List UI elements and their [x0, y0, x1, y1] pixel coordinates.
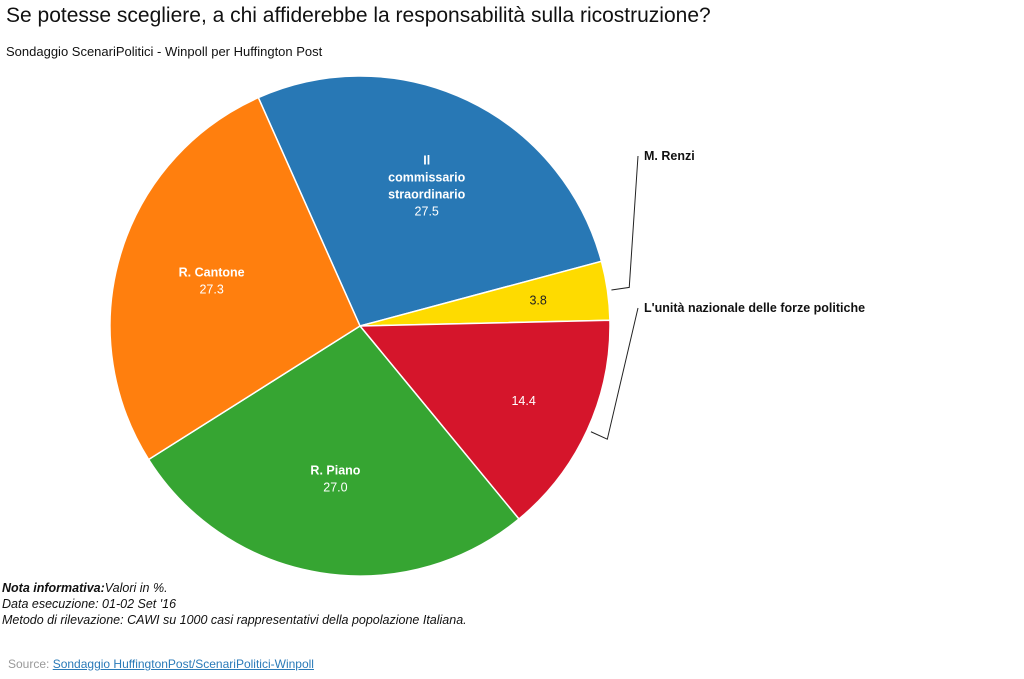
- notes-line-3: Metodo di rilevazione: CAWI su 1000 casi…: [2, 613, 467, 627]
- leader-line: [590, 307, 639, 440]
- pie-slice: [358, 319, 611, 521]
- pie-slice: [257, 75, 603, 327]
- slice-value-label: 27.3: [199, 283, 223, 297]
- notes-label: Nota informativa:: [2, 581, 105, 595]
- notes-line-1: Nota informativa:Valori in %.: [2, 580, 467, 596]
- slice-value-label: 27.0: [323, 481, 347, 495]
- leader-line: [611, 155, 639, 291]
- chart-notes: Nota informativa:Valori in %. Data esecu…: [2, 580, 467, 628]
- slice-category-label: R. Piano: [310, 464, 360, 478]
- slice-category-label: R. Cantone: [179, 266, 245, 280]
- slice-category-label: M. Renzi: [644, 149, 695, 163]
- slice-value-label: 14.4: [511, 394, 535, 408]
- source-prefix: Source:: [8, 657, 53, 671]
- slice-category-label: L'unità nazionale delle forze politiche: [644, 301, 865, 315]
- notes-line-2: Data esecuzione: 01-02 Set '16: [2, 597, 177, 611]
- chart-subtitle: Sondaggio ScenariPolitici - Winpoll per …: [6, 44, 323, 59]
- slice-value-label: 3.8: [529, 293, 546, 307]
- notes-text-1: Valori in %.: [104, 581, 168, 595]
- pie-labels: Il commissario straordinario 27.5 3.8 M. Renz…: [179, 149, 865, 495]
- slice-category-label: commissario: [388, 171, 465, 185]
- chart-title: Se potesse scegliere, a chi affiderebbe …: [6, 4, 711, 27]
- slice-value-label: 27.5: [415, 205, 439, 219]
- source-link[interactable]: Sondaggio HuffingtonPost/ScenariPolitici…: [52, 657, 314, 671]
- pie-slice: [147, 325, 521, 577]
- chart-source: Source: Sondaggio HuffingtonPost/Scenari…: [8, 657, 314, 671]
- slice-category-label: Il: [423, 154, 430, 168]
- pie-slices: [109, 75, 611, 577]
- pie-slice: [109, 96, 361, 461]
- slice-category-label: straordinario: [388, 188, 465, 202]
